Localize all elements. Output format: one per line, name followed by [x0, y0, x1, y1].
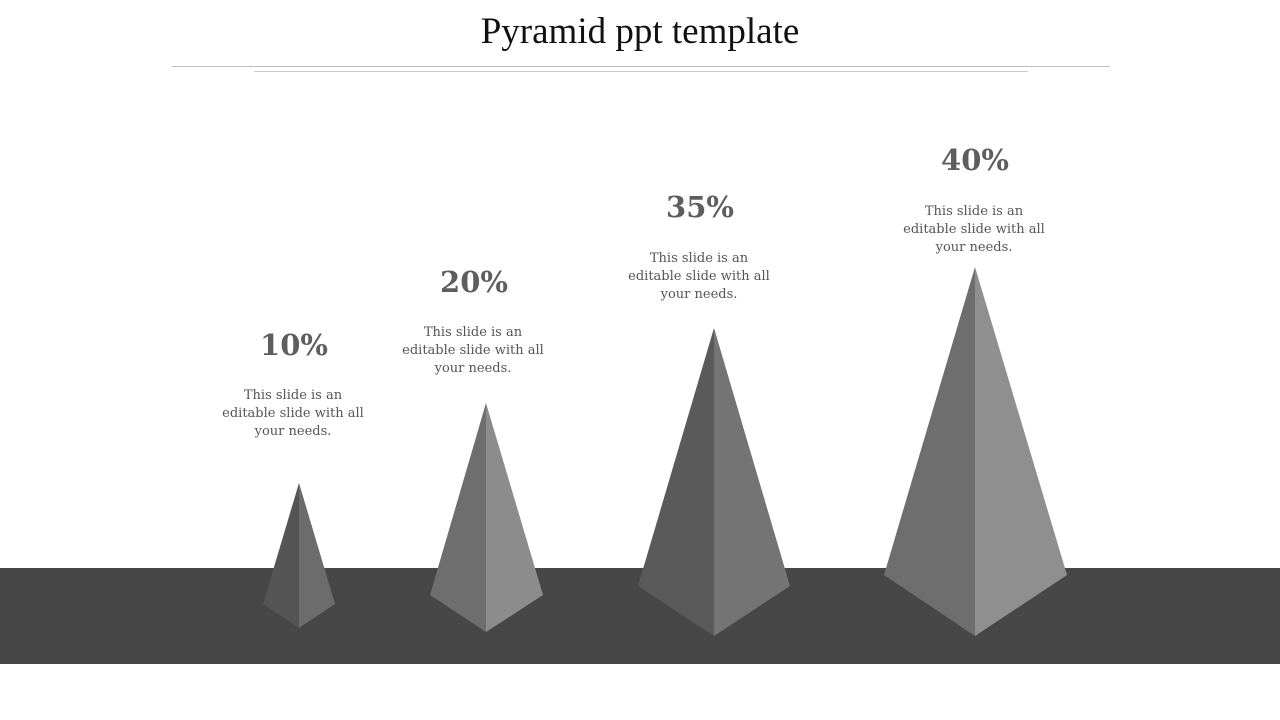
pyramid-4	[884, 267, 1067, 636]
description-2: This slide is an editable slide with all…	[402, 325, 544, 376]
percent-label-3: 35%	[666, 190, 734, 224]
description-3: This slide is an editable slide with all…	[628, 251, 770, 302]
pyramid-2	[430, 403, 543, 632]
description-1: This slide is an editable slide with all…	[222, 388, 364, 439]
title-underline-inner	[254, 71, 1028, 72]
slide-title: Pyramid ppt template	[480, 11, 800, 52]
title-underline	[172, 66, 1110, 67]
percent-label-4: 40%	[941, 143, 1009, 177]
pyramid-3	[638, 328, 790, 636]
description-4: This slide is an editable slide with all…	[903, 204, 1045, 255]
pyramid-1-right-face	[299, 483, 335, 628]
pyramid-1	[263, 483, 335, 628]
pyramid-4-right-face	[975, 267, 1067, 636]
pyramid-3-right-face	[714, 328, 790, 636]
pyramid-2-left-face	[430, 403, 486, 632]
pyramid-3-left-face	[638, 328, 714, 636]
pyramid-1-left-face	[263, 483, 299, 628]
pyramid-4-left-face	[884, 267, 975, 636]
pyramid-2-right-face	[486, 403, 543, 632]
percent-label-2: 20%	[440, 265, 508, 299]
percent-label-1: 10%	[260, 328, 328, 362]
